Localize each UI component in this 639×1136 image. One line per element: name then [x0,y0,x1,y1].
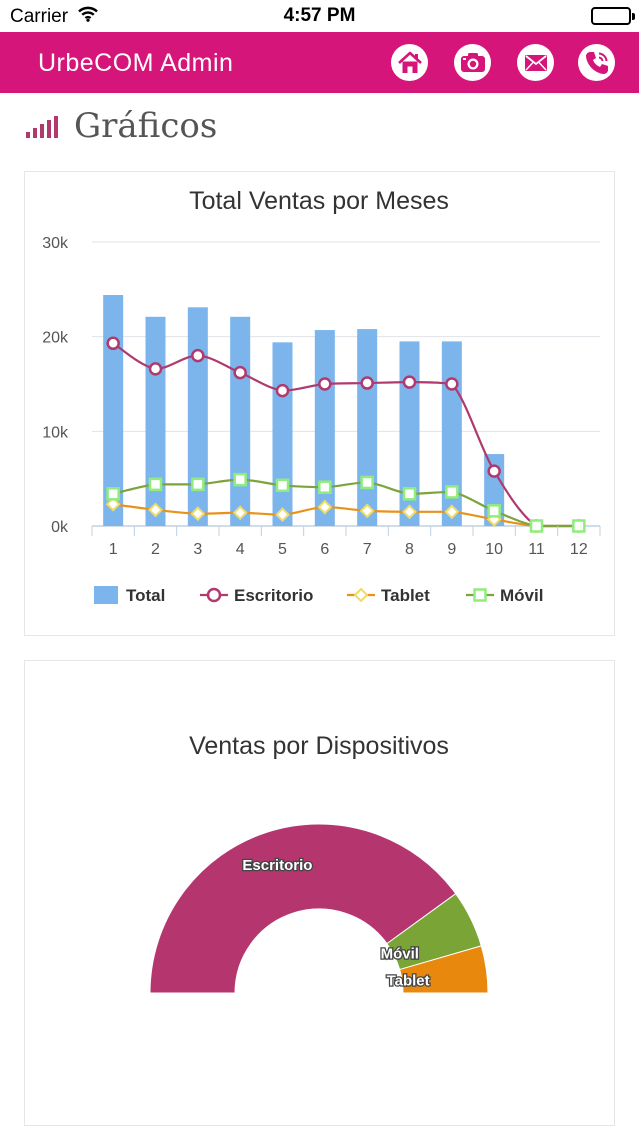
status-bar: Carrier 4:57 PM [0,0,639,32]
line-movil [112,478,579,528]
point-tablet [275,507,290,523]
bar-total [272,342,293,526]
point-escritorio [318,377,332,391]
sales-by-device-chart: Ventas por Dispositivos Escritorio Móvil T… [149,732,489,994]
mail-icon [524,54,547,71]
point-movil [572,519,586,533]
slice-label-tablet: Tablet [387,972,430,989]
point-tablet [105,496,121,512]
point-movil [275,478,290,493]
line-tablet [113,503,579,528]
point-escritorio [487,464,501,478]
bar-total [230,316,251,526]
x-tick-label: 7 [363,541,372,558]
legend-item-escritorio[interactable]: Escritorio [200,586,313,605]
chart-title: Total Ventas por Meses [189,187,449,215]
sales-by-month-card: Total Ventas por Meses 1 2 3 4 5 6 7 8 9 10 11 12 0… [24,171,615,636]
point-escritorio [402,375,417,389]
page-title: Gráficos [74,106,218,146]
point-escritorio [233,365,247,380]
slice-tablet[interactable] [399,945,489,994]
app-title: UrbeCOM Admin [38,49,234,77]
legend-marker [206,587,222,603]
bar-total [145,316,166,526]
point-tablet [148,502,163,518]
point-movil [148,477,163,492]
point-tablet [444,504,460,520]
mail-button[interactable] [517,44,554,81]
point-escritorio [275,383,290,398]
x-tick-label: 6 [320,541,329,558]
x-tick-label: 10 [485,541,503,558]
slice-label-movil: Móvil [381,945,419,962]
legend-swatch [94,586,118,604]
signal-bars-icon [26,116,58,138]
point-tablet [190,506,206,522]
sales-by-month-chart: Total Ventas por Meses 1 2 3 4 5 6 7 8 9 10 11 12 0… [42,187,601,605]
camera-icon [460,52,485,72]
y-tick-label: 20k [42,330,69,347]
point-escritorio [445,377,459,391]
point-movil [106,487,120,501]
point-tablet [359,503,375,519]
app-header: UrbeCOM Admin [0,32,639,93]
x-tick-label: 4 [236,541,245,558]
point-movil [360,475,374,490]
point-escritorio [191,348,205,363]
home-button[interactable] [391,44,428,81]
slice-escritorio[interactable] [149,823,457,994]
phone-icon [585,51,608,74]
x-tick-label: 9 [447,541,456,558]
y-tick-label: 30k [42,235,69,252]
clock: 4:57 PM [283,5,356,26]
point-movil [233,472,247,487]
slice-label-escritorio: Escritorio [242,857,312,874]
point-movil [445,485,459,499]
camera-button[interactable] [454,44,491,81]
point-tablet [402,504,417,520]
bar-total [399,341,420,526]
chart-title: Ventas por Dispositivos [189,732,449,760]
legend-marker [473,588,487,602]
bar-total [357,329,378,526]
x-tick-label: 1 [109,541,118,558]
bar-total [103,295,124,526]
point-escritorio [106,336,120,351]
x-tick-label: 12 [570,541,588,558]
x-tick-label: 5 [278,541,287,558]
legend-item-total[interactable]: Total [94,586,165,605]
phone-button[interactable] [578,44,615,81]
x-tick-label: 11 [528,541,545,558]
battery-icon [591,7,635,25]
x-tick-label: 8 [405,541,414,558]
line-escritorio [112,342,579,528]
legend-label: Escritorio [234,586,313,605]
point-tablet [317,499,333,515]
y-tick-label: 0k [51,519,69,536]
legend-label: Tablet [381,586,430,605]
x-tick-label: 2 [151,541,160,558]
carrier-label: Carrier [10,6,69,27]
bar-total [187,307,208,526]
legend-label: Total [126,586,165,605]
wifi-icon [78,6,98,27]
legend-item-movil[interactable]: Móvil [466,586,543,605]
point-movil [487,504,501,518]
point-tablet [232,505,248,521]
x-tick-label: 3 [193,541,202,558]
point-movil [529,519,544,533]
sales-by-device-card: Ventas por Dispositivos Escritorio Móvil T… [24,660,615,1126]
legend-item-tablet[interactable]: Tablet [347,586,430,605]
bar-total [314,330,335,526]
point-escritorio [148,362,163,376]
point-movil [402,487,417,501]
point-escritorio [360,376,374,390]
point-movil [191,477,205,492]
legend-label: Móvil [500,586,543,605]
home-icon [397,51,422,73]
y-tick-label: 10k [42,424,69,441]
point-movil [318,480,332,494]
legend-marker [353,587,369,603]
